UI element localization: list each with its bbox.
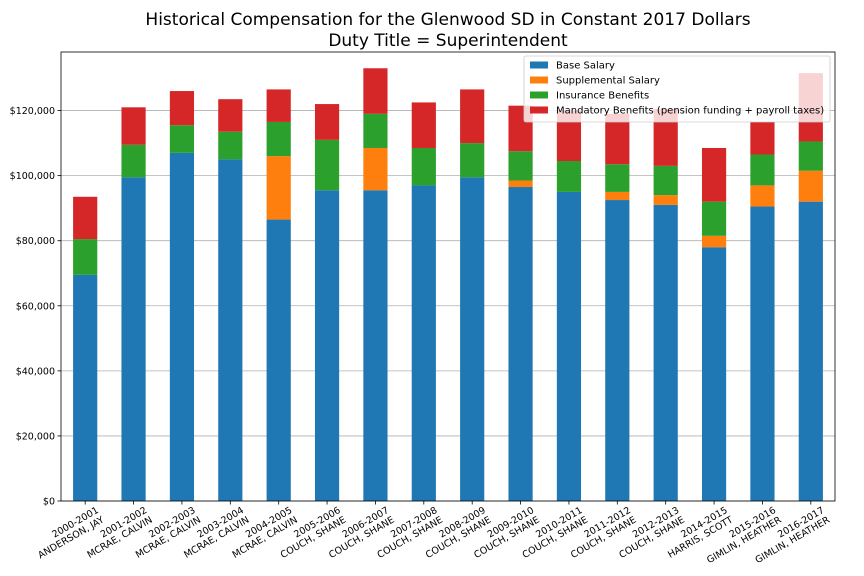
bar-segment — [169, 125, 195, 153]
bar-segment — [750, 154, 775, 186]
bar-segment — [508, 180, 533, 188]
bar-segment — [218, 99, 243, 132]
bar-segment — [73, 196, 98, 240]
legend-swatch — [530, 76, 548, 84]
chart-title: Historical Compensation for the Glenwood… — [145, 10, 750, 30]
bar-segment — [605, 191, 630, 201]
bar-segment — [363, 190, 388, 501]
bar-segment — [411, 102, 436, 148]
bar-segment — [798, 170, 823, 202]
y-axis: $0 $20,000 $40,000 $60,000 $80,000 $100,000 $1… — [10, 106, 61, 508]
bar-segment — [750, 185, 775, 207]
bar-segment — [508, 151, 533, 181]
bar-segment — [460, 89, 485, 144]
bar-segment — [266, 156, 291, 220]
bar-segment — [314, 104, 340, 140]
bar-segment — [556, 160, 582, 192]
y-tick-label: $100,000 — [10, 171, 55, 182]
y-tick-label: $0 — [43, 497, 55, 508]
legend-label: Base Salary — [556, 61, 615, 72]
bar-segment — [266, 89, 291, 122]
bar-segment — [460, 143, 485, 178]
bar-segment — [266, 121, 291, 157]
bar-segment — [363, 147, 388, 191]
bar-segment — [750, 206, 775, 501]
legend-swatch — [530, 106, 548, 114]
legend-box — [523, 55, 831, 123]
bar-segment — [73, 239, 98, 275]
plot-frame — [60, 51, 836, 502]
bar-segment — [798, 201, 823, 501]
bar-segment — [411, 185, 436, 501]
bar-segment — [508, 187, 533, 501]
bar-segment — [121, 144, 146, 178]
bars — [73, 68, 823, 502]
bar-segment — [556, 191, 582, 501]
y-tick-label: $120,000 — [10, 106, 55, 117]
bar-segment — [169, 152, 195, 502]
bar-segment — [798, 141, 823, 171]
bar-segment — [653, 195, 678, 205]
legend-swatch — [530, 91, 548, 99]
bar-segment — [653, 165, 678, 196]
legend-label: Supplemental Salary — [556, 76, 660, 87]
bar-segment — [363, 113, 388, 148]
y-tick-label: $40,000 — [16, 366, 55, 377]
bar-segment — [218, 159, 243, 501]
bar-segment — [411, 147, 436, 186]
bar-segment — [73, 274, 98, 501]
bar-segment — [169, 91, 195, 126]
y-tick-label: $80,000 — [16, 236, 55, 247]
y-tick-label: $20,000 — [16, 431, 55, 442]
bar-segment — [605, 200, 630, 501]
bar-segment — [701, 147, 727, 202]
bar-segment — [218, 131, 243, 160]
bar-segment — [121, 177, 146, 501]
legend-label: Insurance Benefits — [556, 91, 649, 102]
bar-segment — [701, 201, 727, 236]
bar-segment — [750, 121, 775, 155]
bar-segment — [363, 68, 388, 114]
legend: Base Salary Supplemental Salary Insurance … — [523, 55, 831, 123]
y-tick-label: $60,000 — [16, 301, 55, 312]
legend-swatch — [530, 61, 548, 69]
chart-subtitle: Duty Title = Superintendent — [328, 31, 568, 51]
legend-label: Mandatory Benefits (pension funding + pa… — [556, 106, 824, 117]
bar-segment — [314, 190, 340, 501]
bar-segment — [121, 107, 146, 145]
bar-segment — [314, 139, 340, 191]
bar-segment — [460, 177, 485, 501]
bar-segment — [266, 219, 291, 502]
bar-segment — [605, 164, 630, 192]
bar-segment — [701, 247, 727, 501]
bar-segment — [653, 204, 678, 501]
bar-segment — [701, 235, 727, 248]
